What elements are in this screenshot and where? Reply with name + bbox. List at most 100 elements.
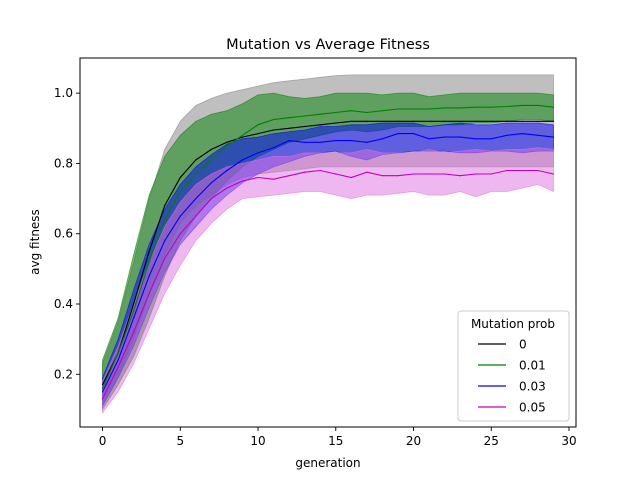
point-series-3-20	[412, 173, 415, 175]
point-series-1-10	[257, 124, 259, 126]
point-series-1-5	[179, 190, 181, 193]
point-series-3-12	[288, 175, 290, 177]
band-series-3	[102, 147, 554, 415]
point-series-0-6	[195, 159, 197, 161]
point-series-1-8	[226, 145, 228, 147]
point-series-3-16	[350, 176, 352, 179]
point-series-3-19	[397, 175, 399, 177]
point-series-1-11	[273, 118, 275, 121]
point-series-2-0	[101, 391, 104, 393]
point-series-0-2	[133, 303, 135, 305]
point-series-2-3	[148, 275, 150, 277]
point-series-1-22	[444, 107, 446, 109]
y-tick-label: 0.4	[54, 297, 73, 311]
point-series-0-5	[179, 176, 181, 179]
point-series-0-17	[366, 120, 368, 122]
legend-box	[457, 310, 570, 422]
point-series-2-25	[490, 138, 492, 140]
point-series-1-21	[428, 108, 430, 110]
point-series-3-24	[475, 173, 477, 175]
series-lines	[101, 104, 555, 400]
point-series-2-21	[428, 138, 430, 140]
point-series-2-27	[521, 133, 524, 135]
x-tick-label: 5	[176, 434, 184, 448]
y-tick-label: 0.2	[54, 367, 73, 381]
point-series-1-23	[459, 107, 461, 109]
chart-title: Mutation vs Average Fitness	[226, 37, 430, 53]
point-series-0-15	[335, 122, 337, 124]
point-series-2-4	[164, 240, 166, 242]
point-series-2-15	[335, 140, 337, 142]
point-series-3-0	[101, 398, 104, 400]
point-series-3-25	[490, 173, 492, 175]
point-series-0-24	[475, 120, 477, 122]
point-series-0-12	[288, 127, 290, 129]
point-series-2-22	[444, 136, 446, 138]
point-series-3-17	[366, 171, 368, 173]
point-series-3-13	[304, 171, 306, 173]
y-tick-label: 0.8	[54, 156, 73, 170]
point-series-0-22	[444, 120, 446, 122]
point-series-1-26	[506, 105, 508, 108]
point-series-3-29	[552, 173, 555, 175]
point-series-3-6	[195, 215, 197, 217]
point-series-3-26	[506, 169, 508, 172]
point-series-0-10	[257, 133, 259, 135]
point-series-2-10	[257, 152, 259, 154]
point-series-2-11	[273, 147, 275, 149]
point-series-0-0	[101, 384, 104, 386]
point-series-0-20	[412, 120, 415, 122]
point-series-1-27	[521, 104, 524, 106]
point-series-3-23	[459, 175, 461, 177]
y-axis: 0.2 0.4 0.6 0.8 1.0	[54, 86, 80, 381]
x-tick-label: 20	[406, 434, 421, 448]
point-series-2-19	[397, 133, 399, 135]
point-series-3-28	[537, 169, 539, 172]
legend-title: Mutation prob	[471, 317, 555, 331]
point-series-2-6	[195, 198, 197, 200]
point-series-3-27	[521, 169, 524, 172]
point-series-0-7	[210, 148, 212, 150]
legend-items: 0 0.01 0.03 0.05	[478, 338, 546, 415]
line-series-0	[102, 120, 554, 386]
x-tick-label: 30	[561, 434, 576, 448]
legend: Mutation prob 0 0.01 0.03 0.05	[457, 310, 570, 422]
point-series-0-13	[304, 125, 306, 128]
point-series-3-9	[241, 180, 244, 182]
point-series-1-14	[319, 113, 321, 115]
point-series-1-17	[366, 111, 368, 114]
point-series-1-4	[164, 219, 166, 221]
point-series-1-19	[397, 108, 399, 110]
point-series-2-13	[304, 141, 306, 143]
point-series-3-22	[444, 173, 446, 175]
x-axis: 0 5 10 15 20 25 30	[99, 427, 577, 448]
point-series-0-9	[241, 136, 244, 138]
point-series-3-11	[273, 178, 275, 180]
point-series-1-7	[210, 159, 212, 161]
point-series-3-21	[428, 173, 430, 175]
point-series-1-13	[304, 115, 306, 117]
plot-frame	[79, 57, 577, 428]
legend-label-1: 0.01	[519, 359, 546, 373]
point-series-0-19	[397, 120, 399, 122]
point-series-0-21	[428, 120, 430, 122]
point-series-1-28	[537, 104, 539, 106]
point-series-2-8	[226, 169, 228, 172]
point-series-0-8	[226, 141, 228, 143]
line-series-1	[101, 104, 554, 389]
point-series-0-26	[506, 120, 508, 122]
point-series-2-24	[475, 138, 477, 140]
point-series-2-7	[210, 182, 212, 184]
point-series-2-12	[288, 140, 290, 142]
point-series-1-12	[288, 117, 290, 119]
point-series-1-1	[117, 352, 119, 354]
point-series-3-4	[164, 257, 166, 259]
point-series-2-2	[133, 317, 135, 319]
point-series-2-9	[241, 159, 244, 161]
point-series-1-0	[101, 387, 104, 389]
point-series-1-3	[148, 261, 150, 263]
point-series-1-29	[552, 106, 555, 108]
point-series-3-8	[226, 187, 228, 189]
point-series-1-25	[490, 106, 492, 108]
